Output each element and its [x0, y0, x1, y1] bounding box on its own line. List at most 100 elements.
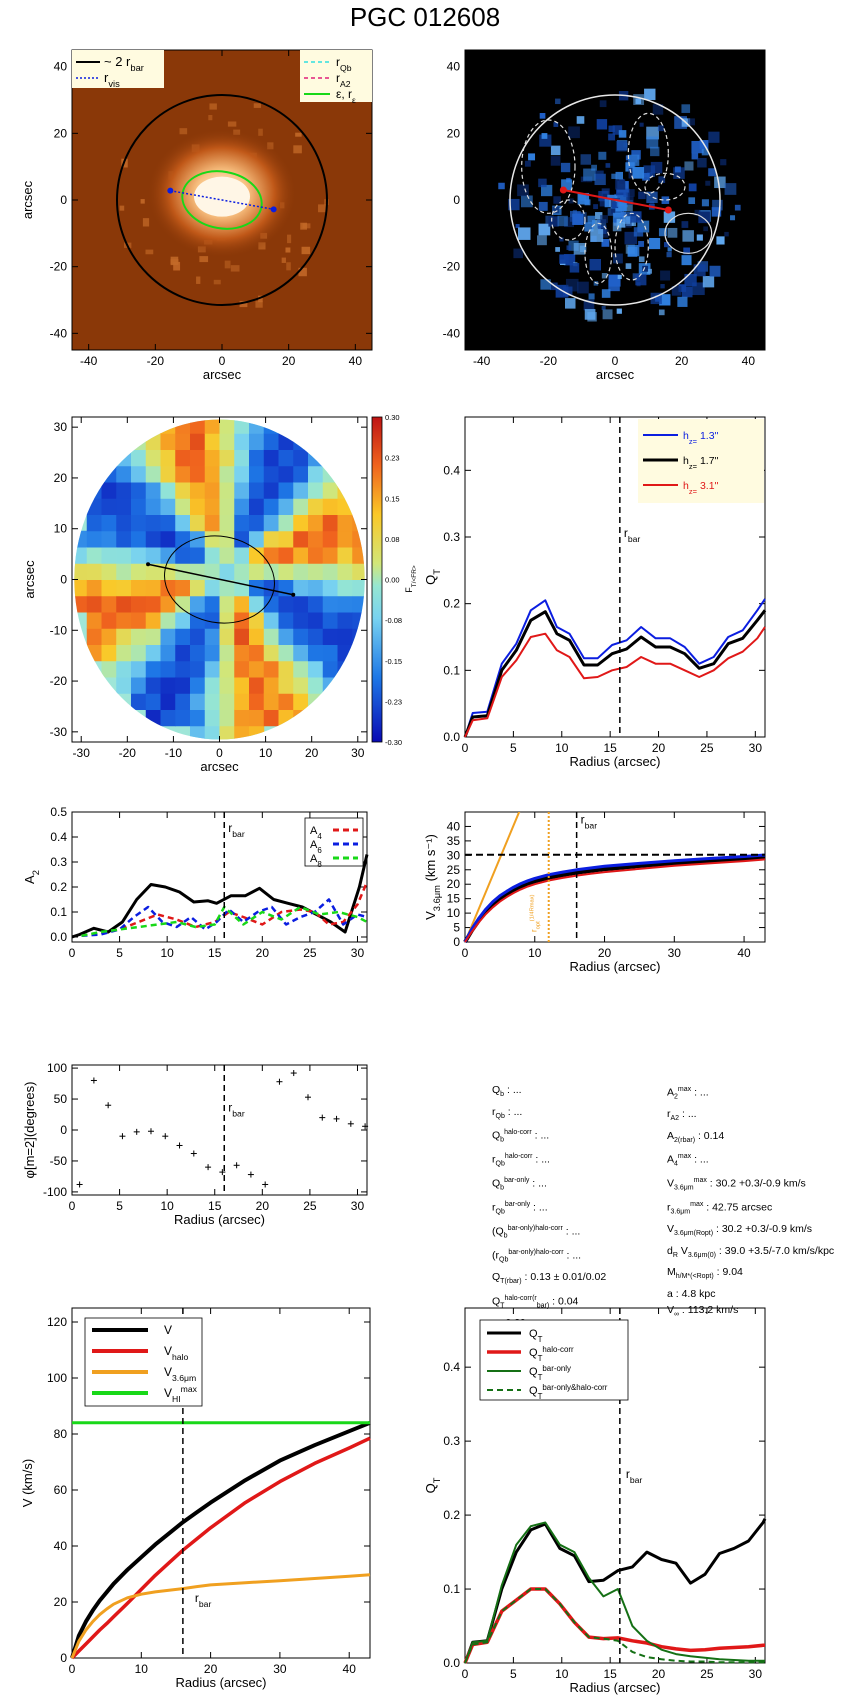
bar-end-dot — [167, 187, 174, 194]
residual-speckle — [647, 268, 652, 274]
force-cell — [116, 514, 132, 532]
residual-speckle — [659, 294, 671, 306]
legend-label: hz= 3.1'' — [683, 480, 719, 496]
colorbar-tick-label: -0.23 — [385, 697, 402, 706]
x-tick-label: 30 — [351, 946, 365, 960]
residual-speckle — [658, 309, 665, 316]
force-map-cells — [74, 405, 365, 740]
residual-speckle — [553, 122, 559, 127]
force-cell — [278, 563, 294, 580]
force-cell — [74, 547, 88, 564]
force-cell — [278, 677, 294, 694]
y-tick-label: 0.2 — [50, 880, 67, 894]
residual-speckle — [708, 131, 720, 143]
speckle — [300, 222, 307, 230]
force-cell — [145, 563, 161, 580]
force-cell — [219, 482, 235, 499]
force-cell — [219, 725, 235, 740]
colorbar-tick-label: -0.15 — [385, 657, 402, 666]
y-tick-label: 0.4 — [50, 830, 67, 844]
y-tick-label: 20 — [54, 1595, 68, 1609]
y-tick-label: 0.0 — [50, 930, 67, 944]
y-tick-label: 10 — [54, 522, 68, 536]
y-tick-label: 40 — [54, 1539, 68, 1553]
x-tick-label: 40 — [349, 354, 363, 368]
legend-box — [84, 1317, 203, 1407]
force-cell — [86, 612, 102, 629]
y-tick-label: -20 — [50, 260, 68, 274]
y-tick-label: 0.3 — [50, 855, 67, 869]
residual-speckle — [674, 166, 681, 173]
speckle — [281, 257, 286, 263]
legend-label: V3.6μm — [164, 1365, 196, 1383]
residual-speckle — [601, 238, 610, 247]
force-cell — [145, 482, 161, 499]
phase-point — [290, 1070, 297, 1077]
force-cell — [219, 677, 235, 694]
residual-speckle — [612, 125, 623, 135]
force-cell — [308, 449, 324, 467]
x-tick-label: -20 — [147, 354, 165, 368]
x-tick-label: 10 — [555, 1667, 569, 1681]
force-cell — [234, 595, 250, 613]
x-tick-label: 0 — [69, 1199, 76, 1213]
force-cell — [204, 612, 220, 629]
force-cell — [131, 612, 147, 629]
force-cell — [74, 530, 88, 548]
residual-speckle — [611, 173, 617, 179]
speckle — [258, 295, 263, 303]
force-cell — [175, 482, 191, 499]
force-cell — [278, 465, 294, 483]
phase-point — [333, 1115, 340, 1122]
x-tick-label: 30 — [351, 1199, 365, 1213]
x-tick-label: 5 — [510, 1667, 517, 1681]
series-line — [463, 854, 766, 944]
bar-end-dot — [559, 186, 567, 194]
y-tick-label: 0.0 — [443, 1656, 460, 1670]
residual-speckle — [630, 211, 642, 223]
x-tick-label: 10 — [160, 1199, 174, 1213]
force-cell — [249, 595, 265, 613]
parameter-line: Qbbar-only : ... — [492, 1177, 547, 1192]
force-cell — [249, 709, 265, 727]
force-cell — [308, 465, 324, 483]
residual-speckle — [555, 98, 561, 105]
force-cell — [175, 612, 191, 629]
phase-point — [362, 1123, 369, 1130]
residual-speckle — [628, 245, 640, 257]
force-cell — [219, 498, 235, 515]
force-cell — [145, 693, 161, 710]
plot-frame — [464, 416, 766, 738]
force-cell — [249, 433, 265, 450]
galaxy-core — [194, 176, 250, 217]
force-cell — [249, 465, 265, 483]
speckle — [199, 256, 209, 263]
force-cell — [116, 498, 132, 515]
force-cell — [86, 530, 102, 548]
parameter-line: a : 4.8 kpc — [667, 1287, 716, 1300]
residual-speckle — [598, 151, 607, 160]
two-rbar-circle — [509, 94, 721, 306]
force-cell — [308, 433, 324, 450]
x-tick-label: 20 — [675, 354, 689, 368]
force-cell — [322, 660, 338, 678]
force-cell — [204, 514, 220, 532]
force-cell — [131, 465, 147, 483]
force-cell — [190, 405, 205, 418]
force-cell — [190, 693, 206, 710]
y-tick-label: 25 — [447, 863, 461, 877]
residual-speckle — [682, 230, 694, 242]
force-cell — [352, 563, 365, 580]
y-tick-label: -50 — [50, 1154, 68, 1168]
phase-point — [105, 1102, 112, 1109]
parameter-line: r3.6μmmax : 42.75 arcsec — [667, 1201, 773, 1216]
force-cell — [337, 579, 353, 597]
residual-speckle — [588, 293, 595, 300]
residual-speckle — [688, 197, 696, 204]
force-cell — [352, 498, 365, 515]
force-cell — [160, 709, 176, 727]
force-cell — [263, 530, 279, 548]
residual-speckle — [548, 216, 559, 227]
residual-speckle — [684, 273, 697, 287]
legend-label: hz= 1.7'' — [683, 455, 719, 471]
